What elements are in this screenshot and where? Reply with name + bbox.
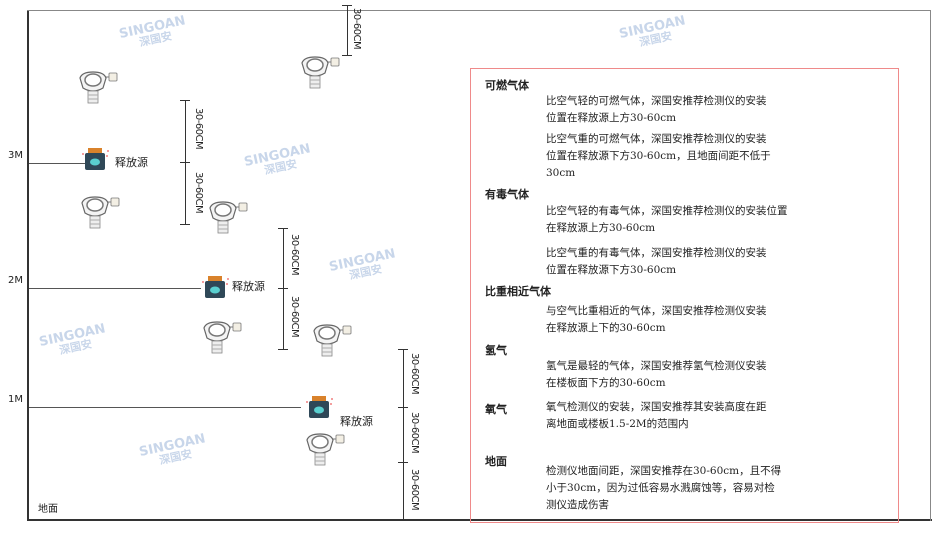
dimension-line [347,5,348,55]
level-2m-line [29,288,201,289]
ceiling-line [27,10,930,11]
gas-detector-icon [81,196,120,229]
gas-detector-icon [306,433,345,466]
level-3m-line [29,163,85,164]
dimension-line [403,349,404,521]
dimension-line [283,228,284,350]
release-source-label: 释放源 [115,156,148,169]
level-1m-label: 1M [8,394,23,405]
section-text: 比空气轻的有毒气体，深国安推荐检测仪的安装位置 在释放源上方30-60cm [546,205,788,234]
level-2m-label: 2M [8,275,23,286]
section-title: 氧气 [485,403,507,416]
watermark-logo: SINGOAN 深国安 [617,13,687,50]
dimension-label: 30-60CM [409,412,420,454]
section-title: 比重相近气体 [485,285,551,298]
release-source-icon [306,396,333,418]
section-title: 有毒气体 [485,188,529,201]
release-source-icon [82,148,109,170]
level-3m-label: 3M [8,150,23,161]
section-text: 比空气轻的可燃气体，深国安推荐检测仪的安装 位置在释放源上方30-60cm [546,95,767,124]
dimension-label: 30-60CM [409,353,420,395]
section-title: 地面 [485,455,507,468]
level-1m-line [29,407,301,408]
dimension-label: 30-60CM [289,234,300,276]
watermark-logo: SINGOAN 深国安 [242,141,312,178]
gas-detector-icon [313,324,352,357]
floor-line [27,519,932,521]
ground-label: 地面 [38,504,58,515]
release-source-label: 释放源 [232,280,265,293]
guidance-panel: 可燃气体 比空气轻的可燃气体，深国安推荐检测仪的安装 位置在释放源上方30-60… [470,68,899,523]
section-title: 氢气 [485,344,507,357]
gas-detector-icon [79,71,118,104]
watermark-logo: SINGOAN 深国安 [327,246,397,283]
right-edge-line [930,10,931,521]
section-title: 可燃气体 [485,79,529,92]
section-text: 检测仪地面间距，深国安推荐在30-60cm，且不得 小于30cm，因为过低容易水… [546,465,782,511]
gas-detector-icon [203,321,242,354]
release-source-label: 释放源 [340,415,373,428]
section-text: 氢气是最轻的气体，深国安推荐氢气检测仪安装 在楼板面下方的30-60cm [546,360,767,389]
watermark-logo: SINGOAN 深国安 [137,431,207,468]
dimension-label: 30-60CM [351,8,362,50]
release-source-icon [202,276,229,298]
wall-line [27,10,29,521]
section-text: 氧气检测仪的安装，深国安推荐其安装高度在距 离地面或楼板1.5-2M的范围内 [546,401,767,430]
dimension-label: 30-60CM [289,296,300,338]
dimension-label: 30-60CM [193,108,204,150]
section-text: 比空气重的可燃气体，深国安推荐检测仪的安装 位置在释放源下方30-60cm，且地… [546,133,771,179]
section-text: 比空气重的有毒气体，深国安推荐检测仪的安装 位置在释放源下方30-60cm [546,247,767,276]
watermark-logo: SINGOAN 深国安 [117,13,187,50]
watermark-logo: SINGOAN 深国安 [37,321,107,358]
gas-detector-icon [301,56,340,89]
section-text: 与空气比重相近的气体，深国安推荐检测仪安装 在释放源上下的30-60cm [546,305,767,334]
dimension-label: 30-60CM [193,172,204,214]
dimension-label: 30-60CM [409,469,420,511]
gas-detector-icon [209,201,248,234]
